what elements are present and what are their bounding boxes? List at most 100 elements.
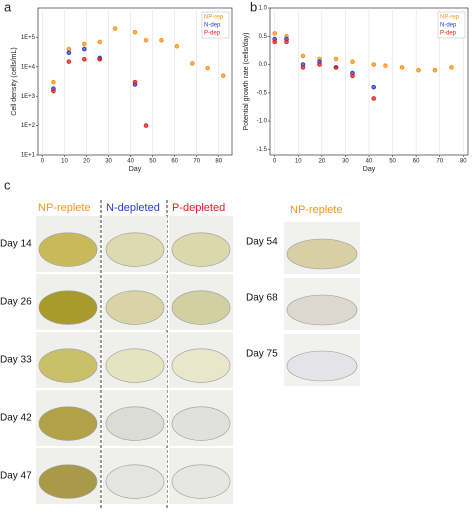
dish [105, 232, 165, 267]
y-tick-label: 1E+2 [21, 123, 36, 129]
legend-box [201, 11, 230, 39]
data-point [333, 56, 339, 62]
dish [105, 406, 165, 441]
data-point [220, 73, 226, 78]
dish [105, 348, 165, 383]
x-tick-label: 0 [273, 159, 277, 165]
x-axis-title: Day [363, 166, 376, 173]
data-point [132, 29, 138, 35]
dish [38, 232, 98, 267]
y-axis-title: Potential growth rate (cells/day) [243, 32, 250, 130]
panel-label: a [4, 0, 12, 14]
x-tick-label: 60 [413, 159, 420, 165]
row-label: Day 54 [246, 237, 278, 248]
y-tick-label: 1E+4 [21, 64, 36, 70]
row-label: Day 26 [0, 297, 32, 308]
x-tick-label: 30 [342, 159, 349, 165]
data-point [205, 65, 211, 71]
y-tick-label: 1E+5 [21, 35, 36, 41]
side-header: NP-replete [290, 204, 343, 216]
dish [171, 406, 231, 441]
y-tick-label: -1.5 [257, 147, 268, 153]
data-point [81, 46, 87, 52]
panel-label: c [4, 177, 11, 192]
data-point [272, 39, 278, 45]
data-point [272, 31, 278, 36]
legend-label: P-dep [440, 31, 457, 37]
data-point [416, 67, 421, 73]
dish [105, 464, 165, 499]
data-point [143, 37, 149, 43]
x-tick-label: 60 [171, 159, 178, 165]
dish [105, 290, 165, 325]
y-tick-label: 1E+1 [21, 153, 36, 159]
x-tick-label: 10 [61, 159, 68, 165]
data-point [284, 39, 289, 45]
data-point [143, 123, 149, 128]
x-tick-label: 70 [193, 159, 200, 165]
data-point [350, 73, 355, 79]
legend-label: N-dep [440, 23, 457, 29]
data-point [159, 37, 164, 43]
data-point [51, 88, 56, 94]
row-label: Day 75 [246, 349, 278, 360]
data-point [112, 26, 118, 31]
data-point [81, 56, 87, 62]
y-tick-label: 1E+3 [21, 94, 36, 100]
dish [171, 232, 231, 267]
y-tick-label: 1.0 [259, 6, 268, 12]
data-point [132, 79, 138, 85]
dish [171, 464, 231, 499]
data-point [333, 65, 339, 70]
data-point [190, 61, 195, 66]
data-point [371, 62, 377, 67]
data-point [371, 96, 377, 101]
data-point [371, 84, 377, 90]
panel-label: b [250, 0, 257, 14]
x-tick-label: 0 [41, 159, 45, 165]
row-label: Day 47 [0, 471, 32, 482]
dish [171, 348, 231, 383]
x-tick-label: 40 [366, 159, 373, 165]
data-point [399, 65, 405, 70]
data-point [66, 46, 72, 52]
data-point [317, 62, 322, 67]
data-point [300, 65, 306, 70]
x-tick-label: 80 [215, 159, 222, 165]
dish [38, 348, 98, 383]
row-label: Day 42 [0, 413, 32, 424]
data-point [66, 50, 72, 56]
dish [286, 238, 358, 270]
data-point [350, 59, 355, 65]
x-tick-label: 40 [127, 159, 134, 165]
data-point [174, 43, 180, 49]
dish [286, 350, 358, 382]
legend-label: N-dep [204, 23, 221, 29]
plot-frame [37, 7, 233, 156]
x-axis-title: Day [129, 166, 142, 173]
column-header: NP-replete [38, 202, 91, 214]
legend-box [437, 11, 466, 39]
dish [171, 290, 231, 325]
x-tick-label: 70 [436, 159, 443, 165]
data-point [432, 67, 438, 73]
column-header: N-depleted [106, 202, 160, 214]
row-label: Day 14 [0, 239, 32, 250]
legend-label: NP-rep [204, 15, 224, 21]
x-tick-label: 30 [105, 159, 112, 165]
data-point [449, 65, 454, 70]
y-tick-label: -1.0 [257, 119, 268, 125]
x-tick-label: 20 [319, 159, 326, 165]
data-point [97, 39, 103, 45]
row-label: Day 33 [0, 355, 32, 366]
x-tick-label: 80 [460, 159, 467, 165]
dish [38, 406, 98, 441]
y-tick-label: 0.5 [259, 34, 268, 40]
y-axis-title: Cell density (cells/mL) [11, 47, 18, 115]
data-point [383, 63, 388, 68]
x-tick-label: 10 [295, 159, 302, 165]
y-tick-label: 0.0 [259, 62, 268, 68]
x-tick-label: 20 [83, 159, 90, 165]
legend-label: P-dep [204, 31, 221, 37]
